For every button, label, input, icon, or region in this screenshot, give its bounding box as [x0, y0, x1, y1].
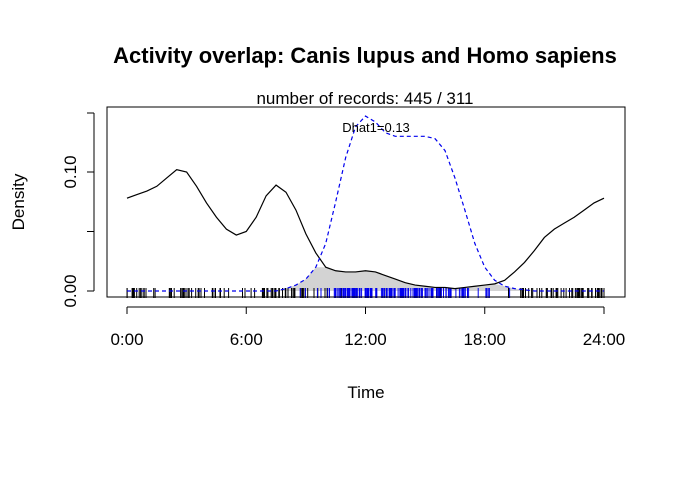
rug-marks [126, 288, 605, 298]
x-tick-label: 18:00 [463, 330, 506, 349]
x-tick-label: 12:00 [344, 330, 387, 349]
y-tick-label: 0.00 [61, 274, 80, 307]
overlap-annotation: Dhat1=0.13 [342, 120, 410, 135]
series-canis-lupus-line [126, 168, 605, 290]
x-axis-label: Time [347, 383, 384, 402]
x-axis: 0:00 6:00 12:00 18:00 24:00 [110, 306, 626, 349]
chart-subtitle: number of records: 445 / 311 [256, 89, 473, 108]
y-axis-label: Density [9, 173, 28, 230]
y-axis: 0.00 0.10 [61, 112, 95, 308]
chart-title: Activity overlap: Canis lupus and Homo s… [113, 43, 617, 68]
y-tick-label: 0.10 [61, 155, 80, 188]
x-tick-label: 0:00 [110, 330, 143, 349]
series-homo-sapiens-line [127, 115, 604, 292]
x-tick-label: 6:00 [230, 330, 263, 349]
x-tick-label: 24:00 [583, 330, 626, 349]
density-curves [126, 115, 605, 292]
plot-frame [106, 106, 626, 298]
